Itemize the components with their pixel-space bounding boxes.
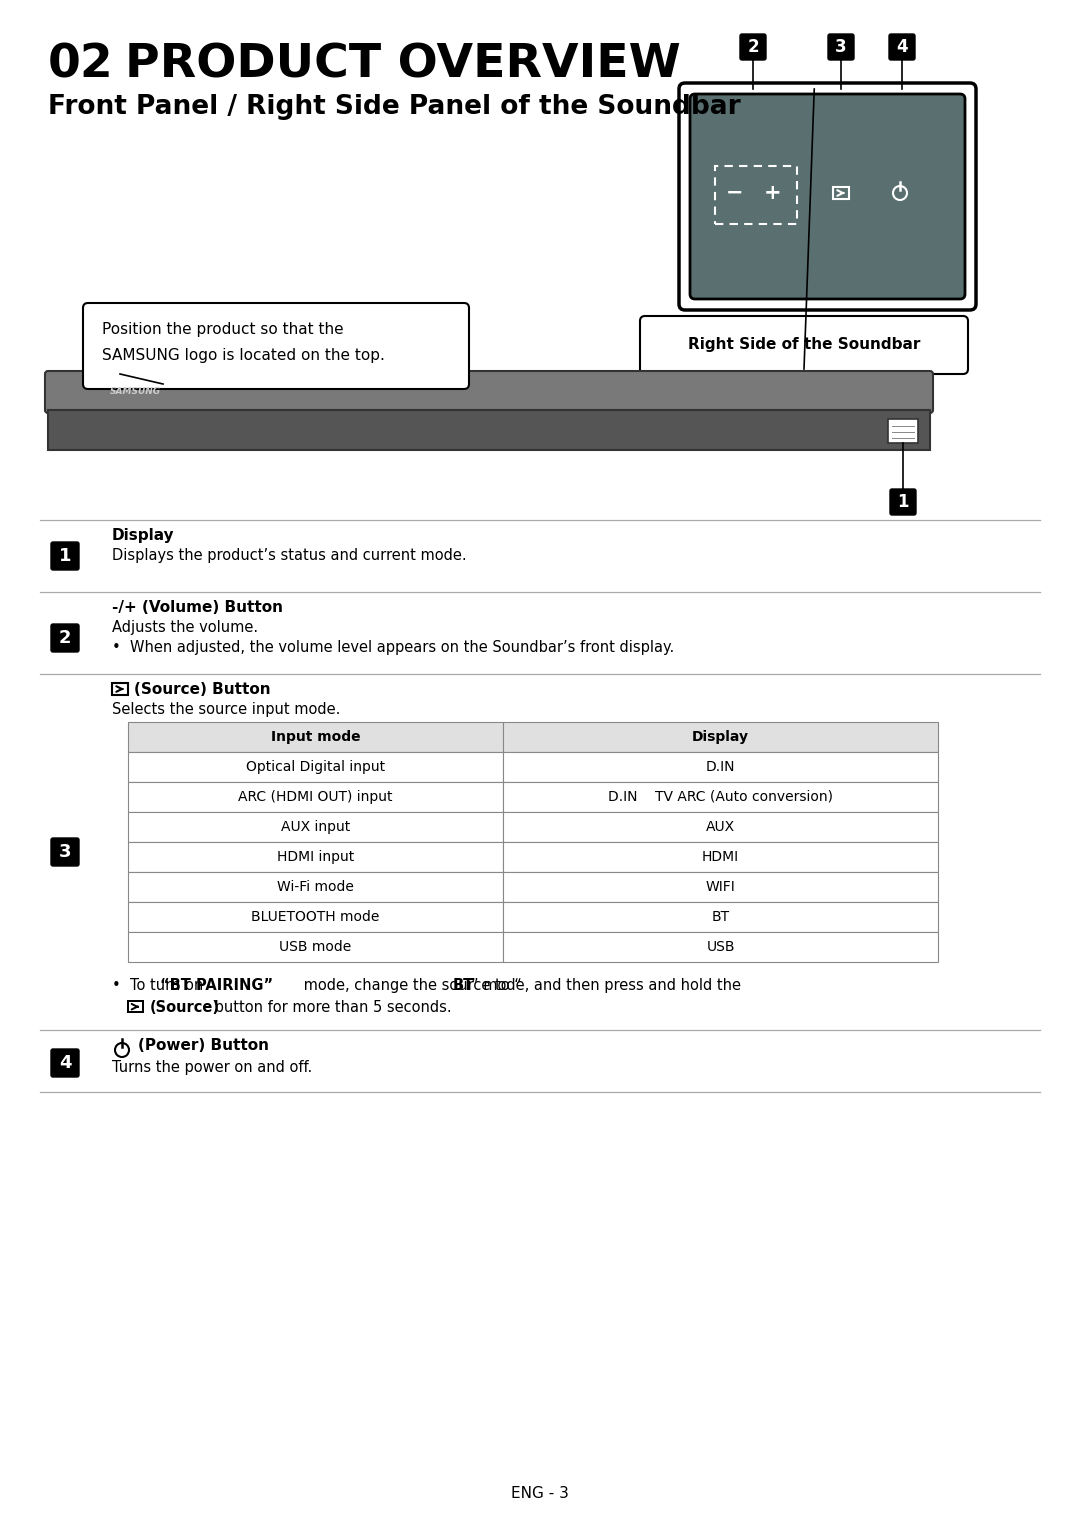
Text: SAMSUNG logo is located on the top.: SAMSUNG logo is located on the top. [102,348,384,363]
Text: Display: Display [692,731,750,745]
Bar [129,752,503,781]
Text: USB: USB [706,941,734,954]
Bar [503,872,939,902]
Text: 4: 4 [896,38,908,57]
Text: 1: 1 [897,493,908,512]
Text: mode, change the source to “: mode, change the source to “ [299,977,522,993]
Bar [833,187,849,199]
Bar [48,411,930,450]
Text: Right Side of the Soundbar: Right Side of the Soundbar [688,337,920,352]
Bar [888,418,918,443]
FancyBboxPatch shape [740,34,766,60]
Text: Adjusts the volume.: Adjusts the volume. [112,620,258,634]
Text: button for more than 5 seconds.: button for more than 5 seconds. [210,1000,451,1016]
Text: 2: 2 [58,630,71,647]
Text: −: − [726,182,744,204]
Text: Position the product so that the: Position the product so that the [102,322,343,337]
Text: BLUETOOTH mode: BLUETOOTH mode [252,910,380,924]
Text: Optical Digital input: Optical Digital input [246,760,386,774]
Bar [129,812,503,843]
Text: -/+ (Volume) Button: -/+ (Volume) Button [112,601,283,614]
FancyBboxPatch shape [83,303,469,389]
Text: Input mode: Input mode [271,731,361,745]
Bar [129,722,503,752]
Text: AUX: AUX [706,820,735,833]
FancyBboxPatch shape [51,624,79,653]
Text: Display: Display [112,529,175,542]
FancyBboxPatch shape [51,542,79,570]
Text: Selects the source input mode.: Selects the source input mode. [112,702,340,717]
Text: BT: BT [712,910,730,924]
FancyBboxPatch shape [51,1049,79,1077]
Text: +: + [765,182,782,204]
Text: USB mode: USB mode [280,941,352,954]
Text: SAMSUNG: SAMSUNG [110,386,161,395]
Bar [503,752,939,781]
Bar [503,781,939,812]
Bar [129,872,503,902]
Text: HDMI: HDMI [702,850,739,864]
FancyBboxPatch shape [679,83,976,309]
Text: 02: 02 [48,41,113,87]
Text: (Source): (Source) [150,1000,220,1016]
FancyBboxPatch shape [890,489,916,515]
Text: ARC (HDMI OUT) input: ARC (HDMI OUT) input [239,791,393,804]
Bar [129,931,503,962]
Text: (Power) Button: (Power) Button [138,1039,269,1052]
Text: HDMI input: HDMI input [276,850,354,864]
Text: 3: 3 [835,38,847,57]
Text: ENG - 3: ENG - 3 [511,1486,569,1501]
Bar [503,722,939,752]
Text: Front Panel / Right Side Panel of the Soundbar: Front Panel / Right Side Panel of the So… [48,93,741,119]
FancyBboxPatch shape [51,838,79,866]
Text: 4: 4 [58,1054,71,1072]
Text: 1: 1 [58,547,71,565]
Text: D.IN    TV ARC (Auto conversion): D.IN TV ARC (Auto conversion) [608,791,833,804]
FancyBboxPatch shape [690,93,966,299]
Text: Turns the power on and off.: Turns the power on and off. [112,1060,312,1075]
FancyBboxPatch shape [45,371,933,414]
Text: AUX input: AUX input [281,820,350,833]
Bar [715,165,797,224]
Bar [503,902,939,931]
Bar [129,843,503,872]
Text: BT: BT [453,977,474,993]
Text: 2: 2 [747,38,759,57]
Text: 3: 3 [58,843,71,861]
Bar [503,812,939,843]
Text: WIFI: WIFI [705,879,735,895]
Text: •  When adjusted, the volume level appears on the Soundbar’s front display.: • When adjusted, the volume level appear… [112,640,674,656]
Bar [112,683,129,696]
Bar [503,843,939,872]
Text: Wi-Fi mode: Wi-Fi mode [278,879,354,895]
FancyBboxPatch shape [889,34,915,60]
Text: “BT PAIRING”: “BT PAIRING” [160,977,273,993]
Text: ” mode, and then press and hold the: ” mode, and then press and hold the [471,977,741,993]
Text: D.IN: D.IN [705,760,735,774]
Text: (Source) Button: (Source) Button [134,682,271,697]
Text: PRODUCT OVERVIEW: PRODUCT OVERVIEW [125,41,680,87]
Text: •  To turn on: • To turn on [112,977,207,993]
Bar [129,781,503,812]
FancyBboxPatch shape [640,316,968,374]
Bar [129,902,503,931]
Text: Displays the product’s status and current mode.: Displays the product’s status and curren… [112,548,467,562]
Bar [129,1000,144,1013]
FancyBboxPatch shape [828,34,854,60]
Bar [503,931,939,962]
